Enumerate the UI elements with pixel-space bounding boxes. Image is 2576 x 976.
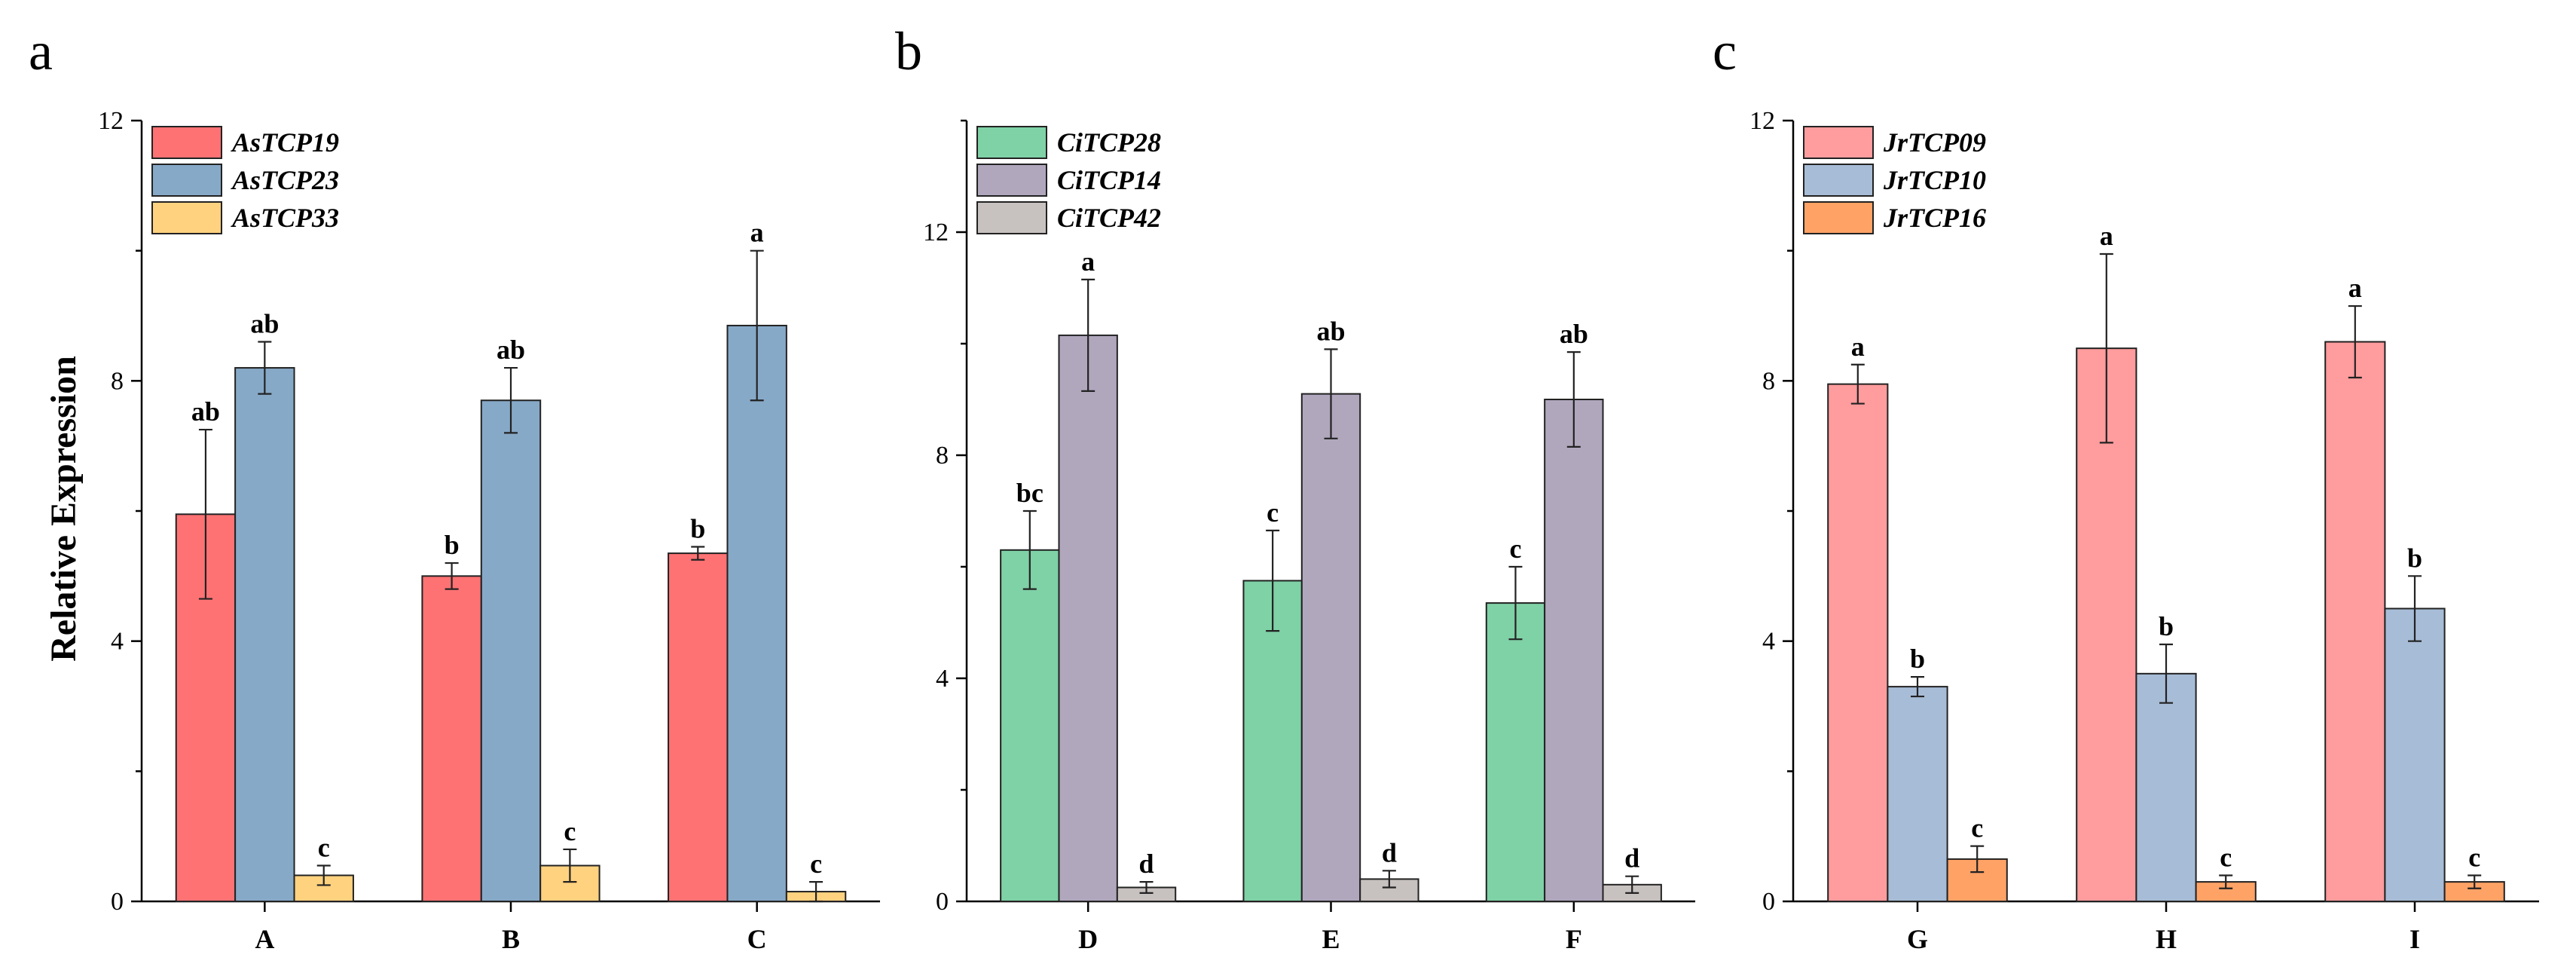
- bar: [234, 367, 295, 903]
- bar: [1544, 399, 1604, 902]
- legend-label: AsTCP23: [231, 165, 339, 195]
- bar: [2195, 881, 2257, 902]
- significance-label: d: [1624, 843, 1639, 874]
- legend-label: JrTCP16: [1883, 203, 1986, 233]
- bar: [1827, 383, 1889, 902]
- legend-swatch: [1803, 126, 1874, 159]
- y-axis-label: Relative Expression: [44, 356, 84, 662]
- y-tick-label: 4: [936, 665, 949, 693]
- bar: [2135, 672, 2197, 902]
- legend-swatch: [151, 201, 222, 234]
- x-tick-label: F: [1566, 924, 1582, 954]
- y-tick-label: 8: [936, 442, 949, 470]
- significance-label: b: [445, 530, 460, 560]
- significance-label: ab: [191, 396, 220, 427]
- legend-label: AsTCP19: [231, 127, 339, 158]
- bar: [480, 399, 542, 902]
- significance-label: c: [810, 849, 822, 879]
- significance-label: ab: [1560, 319, 1588, 349]
- legend-swatch: [976, 201, 1047, 234]
- y-tick-label: 12: [923, 219, 949, 246]
- x-tick-label: G: [1907, 924, 1928, 954]
- significance-label: c: [1509, 534, 1521, 564]
- significance-label: a: [2348, 273, 2362, 303]
- legend-label: CiTCP42: [1057, 203, 1161, 233]
- significance-label: ab: [497, 335, 525, 365]
- bar: [1000, 549, 1060, 902]
- significance-label: ab: [1316, 316, 1345, 346]
- legend-label: CiTCP14: [1057, 165, 1161, 195]
- bar: [421, 575, 482, 902]
- significance-label: c: [318, 833, 330, 863]
- bar: [1485, 602, 1546, 902]
- significance-label: b: [1910, 644, 1925, 674]
- legend-label: AsTCP33: [231, 203, 339, 233]
- x-tick-label: C: [747, 924, 767, 954]
- bar: [1300, 393, 1361, 902]
- significance-label: c: [564, 816, 576, 846]
- significance-label: b: [2159, 611, 2174, 641]
- y-tick-label: 12: [98, 107, 124, 135]
- x-tick-label: B: [502, 924, 520, 954]
- x-tick-label: I: [2409, 924, 2420, 954]
- y-tick-label: 12: [1749, 107, 1775, 135]
- legend-swatch: [151, 164, 222, 197]
- legend-swatch: [1803, 201, 1874, 234]
- y-tick-label: 4: [111, 628, 124, 656]
- significance-label: bc: [1016, 478, 1044, 508]
- bar: [2324, 341, 2386, 902]
- legend-label: CiTCP28: [1057, 127, 1161, 158]
- legend-swatch: [976, 164, 1047, 197]
- y-tick-label: 8: [1762, 367, 1775, 395]
- x-tick-label: E: [1322, 924, 1340, 954]
- x-tick-label: D: [1078, 924, 1098, 954]
- legend-swatch: [1803, 164, 1874, 197]
- legend-swatch: [151, 126, 222, 159]
- significance-label: b: [2407, 543, 2422, 573]
- bar: [668, 552, 729, 902]
- x-tick-label: A: [255, 924, 274, 954]
- significance-label: c: [1971, 813, 1983, 843]
- y-tick-label: 0: [111, 888, 124, 916]
- panel-b: b 0 4 8 12 Dbc a d Ec ab d Fc ab d CiTCP28 CiTCP14 CiTC…: [895, 21, 1695, 954]
- significance-label: c: [2468, 842, 2480, 872]
- legend-swatch: [976, 126, 1047, 159]
- significance-label: a: [2100, 221, 2113, 251]
- significance-label: ab: [250, 309, 279, 339]
- y-tick-label: 0: [936, 888, 949, 916]
- legend-label: JrTCP10: [1883, 165, 1986, 195]
- panel-letter-b: b: [895, 21, 922, 81]
- significance-label: b: [690, 513, 705, 543]
- y-tick-label: 4: [1762, 628, 1775, 656]
- bar: [1058, 334, 1118, 902]
- panel-letter-a: a: [29, 21, 53, 81]
- panel-a: a 0 4 8 12 Aab ab c Bb ab c Cb a c AsTCP19 AsTCP23 AsTC…: [29, 21, 880, 954]
- significance-label: c: [1267, 497, 1279, 528]
- panel-letter-c: c: [1713, 21, 1737, 81]
- bar: [1887, 686, 1948, 902]
- significance-label: a: [1851, 332, 1865, 362]
- bar: [726, 324, 787, 902]
- significance-label: a: [1081, 246, 1095, 277]
- panel-c: c 0 4 8 12 Ga b c Ha b c Ia b c JrTCP09 JrTCP10 JrTCP16: [1713, 21, 2539, 954]
- significance-label: c: [2220, 842, 2232, 872]
- bar: [2384, 607, 2446, 902]
- bar: [539, 864, 600, 903]
- y-tick-label: 8: [111, 367, 124, 395]
- legend-label: JrTCP09: [1883, 127, 1986, 158]
- y-tick-label: 0: [1762, 888, 1775, 916]
- x-tick-label: H: [2156, 924, 2177, 954]
- significance-label: d: [1139, 849, 1154, 879]
- bar: [1242, 580, 1303, 902]
- significance-label: d: [1382, 837, 1397, 867]
- significance-label: a: [750, 218, 764, 248]
